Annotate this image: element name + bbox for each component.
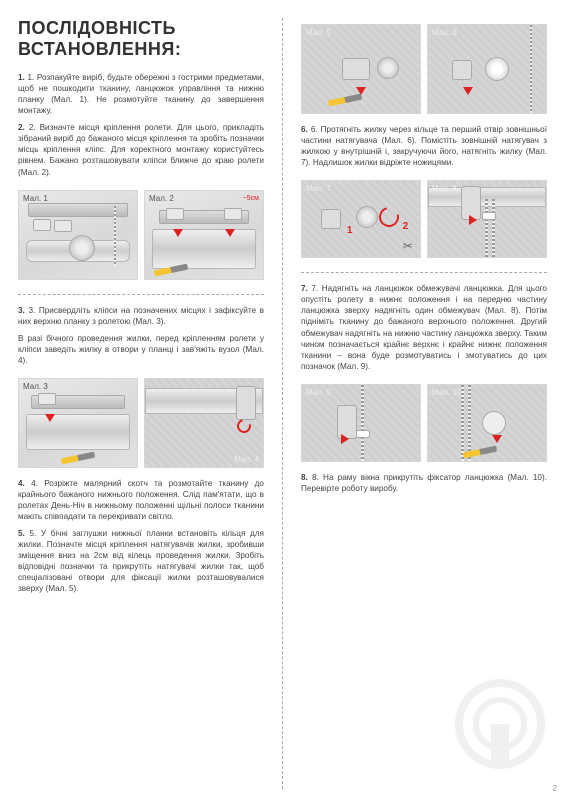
step-7-text: 7. 7. Надягніть на ланцюжок обмежувачі л… [301, 283, 547, 372]
figure-6: Мал. 6 [427, 24, 547, 114]
figure-4: Мал. 4 [144, 378, 264, 468]
figure-3: Мал. 3 [18, 378, 138, 468]
fig-row-9-10: Мал. 9 Мал. 10 [301, 384, 547, 462]
divider-right-1 [301, 272, 547, 273]
step-1-text: 1. 1. Розпакуйте виріб, будьте обережні … [18, 72, 264, 116]
dim-5cm: ~5см [243, 195, 259, 202]
scissors-icon: ✂ [403, 239, 413, 253]
step-3-content: 3. Присвердліть кліпси на позначених міс… [18, 306, 264, 326]
fig-row-7-8: Мал. 7 1 2 ✂ Мал. 8 [301, 180, 547, 258]
step-6-content: 6. Протягніть жилку через кільце та перш… [301, 125, 547, 167]
step-6-text: 6. 6. Протягніть жилку через кільце та п… [301, 124, 547, 168]
figure-7: Мал. 7 1 2 ✂ [301, 180, 421, 258]
page-number: 2 [553, 784, 557, 793]
fig-row-1-2: Мал. 1 Мал. 2 ~5см [18, 190, 264, 280]
vertical-divider [282, 18, 283, 789]
step-3b-text: В разі бічного проведення жилки, перед к… [18, 333, 264, 366]
figure-9-label: Мал. 9 [306, 388, 331, 397]
step-5-content: 5. У бічні заглушки нижньої планки встан… [18, 529, 264, 593]
left-column: ПОСЛІДОВНІСТЬ ВСТАНОВЛЕННЯ: 1. 1. Розпак… [18, 18, 264, 789]
figure-7-label: Мал. 7 [306, 184, 331, 193]
right-column: Мал. 5 Мал. 6 6. 6. Протягніть жилку че [301, 18, 547, 789]
step-4-content: 4. Розріжте малярний скотч та розмотайте… [18, 479, 264, 521]
divider-left-1 [18, 294, 264, 295]
step-8-text: 8. 8. На раму вікна прикрутіть фіксатор … [301, 472, 547, 494]
figure-3-label: Мал. 3 [23, 382, 48, 391]
step-5-text: 5. 5. У бічні заглушки нижньої планки вс… [18, 528, 264, 594]
figure-10: Мал. 10 [427, 384, 547, 462]
page-title: ПОСЛІДОВНІСТЬ ВСТАНОВЛЕННЯ: [18, 18, 264, 60]
step-8-content: 8. На раму вікна прикрутіть фіксатор лан… [301, 473, 547, 493]
step-3-text: 3. 3. Присвердліть кліпси на позначених … [18, 305, 264, 327]
figure-4-label: Мал. 4 [234, 455, 259, 464]
figure-1: Мал. 1 [18, 190, 138, 280]
figure-2-label: Мал. 2 [149, 194, 174, 203]
figure-5-label: Мал. 5 [306, 28, 331, 37]
figure-10-label: Мал. 10 [432, 388, 461, 397]
figure-1-label: Мал. 1 [23, 194, 48, 203]
columns: ПОСЛІДОВНІСТЬ ВСТАНОВЛЕННЯ: 1. 1. Розпак… [18, 18, 547, 789]
figure-6-label: Мал. 6 [432, 28, 457, 37]
step-1-content: 1. Розпакуйте виріб, будьте обережні з г… [18, 73, 264, 115]
figure-9: Мал. 9 [301, 384, 421, 462]
step-7-content: 7. Надягніть на ланцюжок обмежувачі ланц… [301, 284, 547, 370]
step-2-text: 2. 2. Визначте місця кріплення ролети. Д… [18, 122, 264, 177]
step-2-content: 2. Визначте місця кріплення ролети. Для … [18, 123, 264, 176]
figure-8-label: Мал. 8 [432, 184, 457, 193]
fig-row-3-4: Мал. 3 Мал. 4 [18, 378, 264, 468]
watermark-icon [455, 679, 545, 769]
figure-2: Мал. 2 ~5см [144, 190, 264, 280]
figure-5: Мал. 5 [301, 24, 421, 114]
figure-8: Мал. 8 [427, 180, 547, 258]
step-4-text: 4. 4. Розріжте малярний скотч та розмота… [18, 478, 264, 522]
callout-2: 2 [403, 221, 409, 232]
fig-row-5-6: Мал. 5 Мал. 6 [301, 24, 547, 114]
callout-1: 1 [347, 225, 353, 236]
